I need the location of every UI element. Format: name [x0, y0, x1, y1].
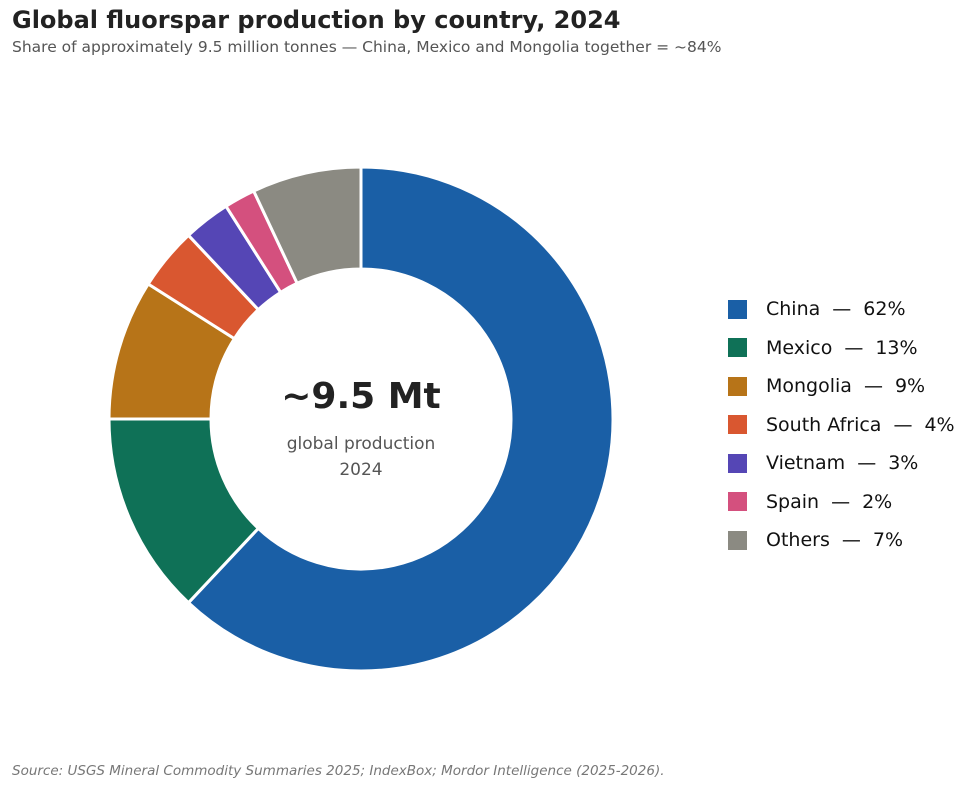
legend-separator: — — [831, 490, 851, 513]
legend-swatch — [728, 376, 747, 396]
legend-label: Spain — [766, 490, 820, 513]
legend-label: Mongolia — [766, 375, 852, 398]
legend-label: Others — [766, 529, 830, 552]
legend-label: Vietnam — [766, 452, 846, 475]
legend-swatch — [728, 415, 747, 435]
chart-legend: China — 62% Mexico — 13% Mongolia — 9% South Afri… — [728, 290, 955, 560]
legend-value: 7% — [872, 529, 904, 552]
donut-slices — [107, 165, 615, 673]
chart-subtitle: Share of approximately 9.5 million tonne… — [12, 38, 722, 56]
center-year: 2024 — [339, 460, 382, 480]
legend-item-others: Others — 7% — [728, 521, 955, 560]
source-note: Source: USGS Mineral Commodity Summaries… — [12, 763, 665, 779]
legend-swatch — [728, 299, 747, 319]
legend-label: South Africa — [766, 413, 882, 436]
legend-swatch — [728, 338, 747, 358]
legend-separator: — — [863, 375, 883, 398]
legend-item-vietnam: Vietnam — 3% — [728, 444, 955, 483]
legend-value: 13% — [875, 336, 918, 359]
legend-item-spain: Spain — 2% — [728, 483, 955, 522]
legend-item-south-africa: South Africa — 4% — [728, 406, 955, 445]
legend-swatch — [728, 530, 747, 550]
legend-value: 4% — [924, 413, 955, 436]
legend-label: China — [766, 298, 821, 321]
legend-separator: — — [844, 336, 864, 359]
center-total-value: ~9.5 Mt — [281, 376, 441, 417]
legend-separator: — — [893, 413, 913, 436]
chart-title: Global fluorspar production by country, … — [12, 6, 621, 34]
legend-value: 62% — [863, 298, 906, 321]
legend-separator: — — [857, 452, 877, 475]
legend-swatch — [728, 453, 747, 473]
legend-swatch — [728, 492, 747, 512]
legend-value: 3% — [888, 452, 919, 475]
legend-separator: — — [841, 529, 861, 552]
legend-value: 2% — [862, 490, 893, 513]
legend-item-china: China — 62% — [728, 290, 955, 329]
legend-label: Mexico — [766, 336, 833, 359]
slice-china — [186, 165, 615, 673]
legend-item-mexico: Mexico — 13% — [728, 329, 955, 368]
center-label: global production — [287, 434, 436, 454]
legend-value: 9% — [894, 375, 926, 398]
legend-separator: — — [832, 298, 852, 321]
legend-item-mongolia: Mongolia — 9% — [728, 367, 955, 406]
slice-others — [252, 165, 363, 285]
